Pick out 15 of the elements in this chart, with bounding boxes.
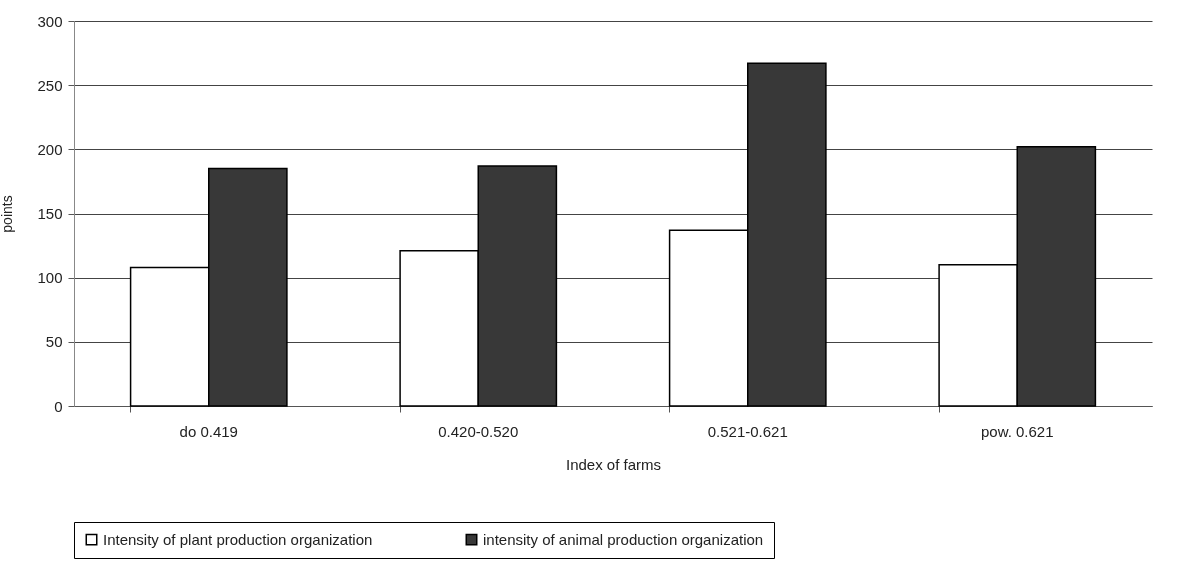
y-tick-label: 200: [37, 140, 63, 158]
x-tick-label: 0.420-0.520: [438, 422, 519, 440]
y-tick-label: 50: [45, 333, 63, 351]
y-tick-label: 100: [37, 269, 63, 287]
y-tick-label: 250: [37, 76, 63, 94]
x-tick-label: pow. 0.621: [980, 422, 1054, 440]
y-axis-title: points: [0, 195, 16, 233]
x-axis-title: Index of farms: [565, 455, 662, 473]
legend-label: intensity of animal production organization: [483, 530, 764, 548]
y-tick-label: 150: [37, 205, 63, 222]
x-tick-label: 0.521-0.621: [707, 422, 788, 440]
legend-label: Intensity of plant production organization: [103, 530, 373, 548]
y-tick-label: 300: [37, 12, 63, 30]
y-tick-label: 0: [54, 397, 63, 415]
x-tick-label: do 0.419: [179, 422, 238, 440]
